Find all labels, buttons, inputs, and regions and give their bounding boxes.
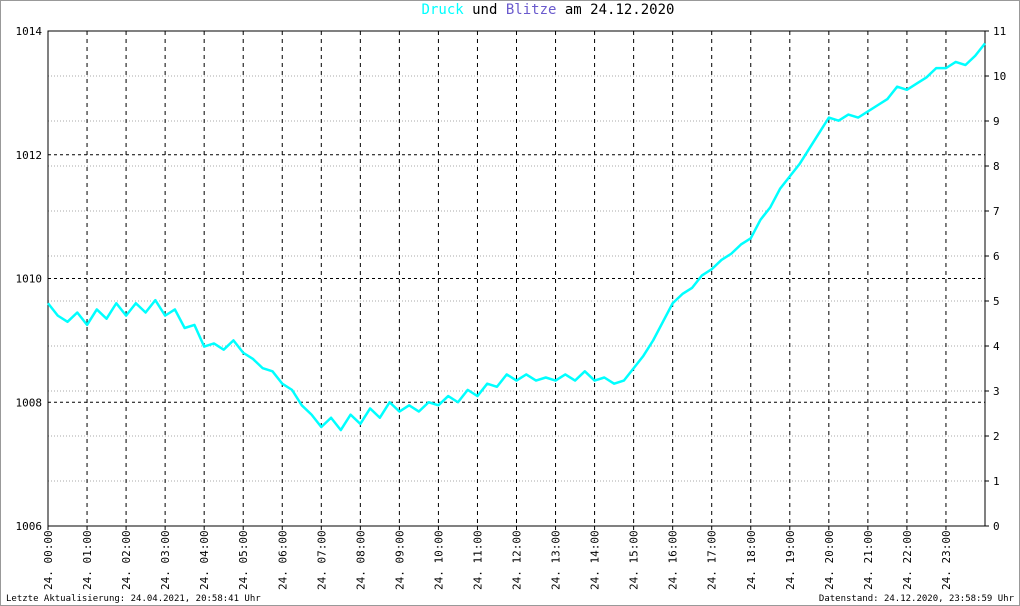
x-tick-label: 24. 04:00 [198,530,211,590]
chart-title: Druck und Blitze am 24.12.2020 [422,2,675,18]
y2-tick-label: 2 [993,430,1000,443]
y2-tick-label: 8 [993,160,1000,173]
y2-tick-label: 0 [993,520,1000,533]
title-series: Blitze [506,2,557,18]
x-tick-label: 24. 01:00 [81,530,94,590]
y2-tick-label: 9 [993,115,1000,128]
title-suffix: am 24.12.2020 [565,2,675,18]
x-tick-label: 24. 05:00 [237,530,250,590]
x-tick-label: 24. 00:00 [42,530,55,590]
x-tick-label: 24. 23:00 [940,530,953,590]
title-joiner: und [472,2,497,18]
y2-tick-label: 3 [993,385,1000,398]
x-tick-label: 24. 06:00 [276,530,289,590]
x-tick-label: 24. 21:00 [862,530,875,590]
x-tick-label: 24. 18:00 [745,530,758,590]
y-tick-label: 1008 [16,396,43,409]
y2-tick-label: 7 [993,205,1000,218]
y2-tick-label: 4 [993,340,1000,353]
data-line [47,42,986,432]
x-tick-label: 24. 07:00 [315,530,328,590]
x-tick-label: 24. 08:00 [354,530,367,590]
title-series: Druck [422,2,465,18]
x-tick-label: 24. 12:00 [511,530,524,590]
footer-right: Datenstand: 24.12.2020, 23:58:59 Uhr [819,594,1015,604]
x-tick-label: 24. 03:00 [159,530,172,590]
y2-tick-label: 11 [993,25,1006,38]
plot-border [47,30,986,527]
x-tick-label: 24. 02:00 [120,530,133,590]
y2-tick-label: 1 [993,475,1000,488]
x-tick-label: 24. 22:00 [901,530,914,590]
x-tick-label: 24. 19:00 [784,530,797,590]
x-tick-label: 24. 09:00 [393,530,406,590]
y-tick-label: 1010 [16,273,43,286]
y-tick-label: 1006 [16,520,43,533]
footer-left: Letzte Aktualisierung: 24.04.2021, 20:58… [6,594,261,604]
x-tick-label: 24. 17:00 [706,530,719,590]
y2-tick-label: 10 [993,70,1006,83]
x-tick-label: 24. 16:00 [667,530,680,590]
y2-tick-label: 6 [993,250,1000,263]
y-tick-label: 1012 [16,149,43,162]
x-tick-label: 24. 11:00 [471,530,484,590]
y2-tick-label: 5 [993,295,1000,308]
x-tick-label: 24. 20:00 [823,530,836,590]
x-tick-label: 24. 15:00 [628,530,641,590]
x-tick-label: 24. 14:00 [589,530,602,590]
x-tick-label: 24. 13:00 [550,530,563,590]
y-tick-label: 1014 [16,25,43,38]
x-tick-label: 24. 10:00 [432,530,445,590]
